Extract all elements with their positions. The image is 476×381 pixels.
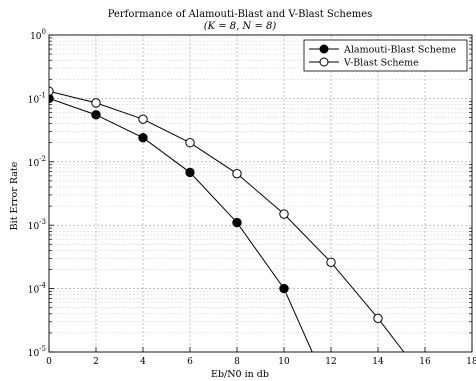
x-tick-label: 10 (278, 357, 290, 367)
data-point-1 (373, 313, 383, 324)
x-axis-label: Eb/N0 in db (211, 369, 269, 380)
y-tick-label: 100 (30, 28, 46, 42)
y-tick-label: 10-2 (28, 155, 46, 169)
y-tick-label: 10-3 (28, 218, 46, 232)
x-tick-label: 8 (234, 357, 240, 367)
x-tick-label: 4 (140, 357, 146, 367)
x-tick-label: 16 (419, 357, 431, 367)
x-tick-label: 12 (325, 357, 336, 367)
legend-marker (319, 44, 329, 54)
data-point-0 (185, 167, 195, 178)
data-point-0 (279, 283, 289, 294)
data-point-0 (91, 110, 101, 120)
legend-box (303, 39, 468, 72)
y-tick-exponent: 0 (42, 28, 46, 36)
y-tick-exponent: -5 (39, 345, 46, 353)
data-point-1 (232, 168, 242, 179)
chart-title: Performance of Alamouti-Blast and V-Blas… (108, 9, 373, 20)
data-point-1 (91, 98, 101, 108)
chart-subtitle: (K = 8, N = 8) (204, 21, 277, 32)
legend-label: V-Blast Scheme (343, 58, 419, 69)
y-tick-exponent: -4 (39, 282, 46, 290)
y-tick-exponent: -3 (39, 218, 46, 226)
legend: Alamouti-Blast Scheme V-Blast Scheme (303, 39, 468, 72)
legend-marker (319, 57, 329, 67)
y-tick-label: 10-1 (28, 91, 46, 105)
x-tick-label: 14 (372, 357, 384, 367)
data-point-1 (185, 138, 195, 148)
data-point-1 (326, 257, 336, 267)
plot-frame (48, 34, 473, 353)
data-point-0 (232, 217, 242, 228)
plot-area (49, 86, 405, 352)
data-point-1 (138, 114, 148, 124)
x-tick-label: 2 (93, 357, 99, 367)
grid-lines (49, 34, 472, 353)
data-point-0 (138, 132, 148, 143)
series-line-1 (49, 90, 405, 352)
x-tick-label: 6 (187, 357, 193, 367)
data-point-1 (49, 86, 54, 96)
y-tick-exponent: -1 (39, 91, 46, 99)
data-point-1 (279, 209, 289, 219)
x-tick-label: 18 (466, 357, 476, 367)
y-tick-label: 10-4 (28, 282, 47, 296)
y-tick-label: 10-5 (28, 345, 46, 359)
y-tick-exponent: -2 (39, 155, 46, 163)
y-axis-label: Bit Error Rate (9, 161, 20, 230)
x-tick-label: 0 (46, 357, 52, 367)
legend-label: Alamouti-Blast Scheme (343, 45, 456, 56)
